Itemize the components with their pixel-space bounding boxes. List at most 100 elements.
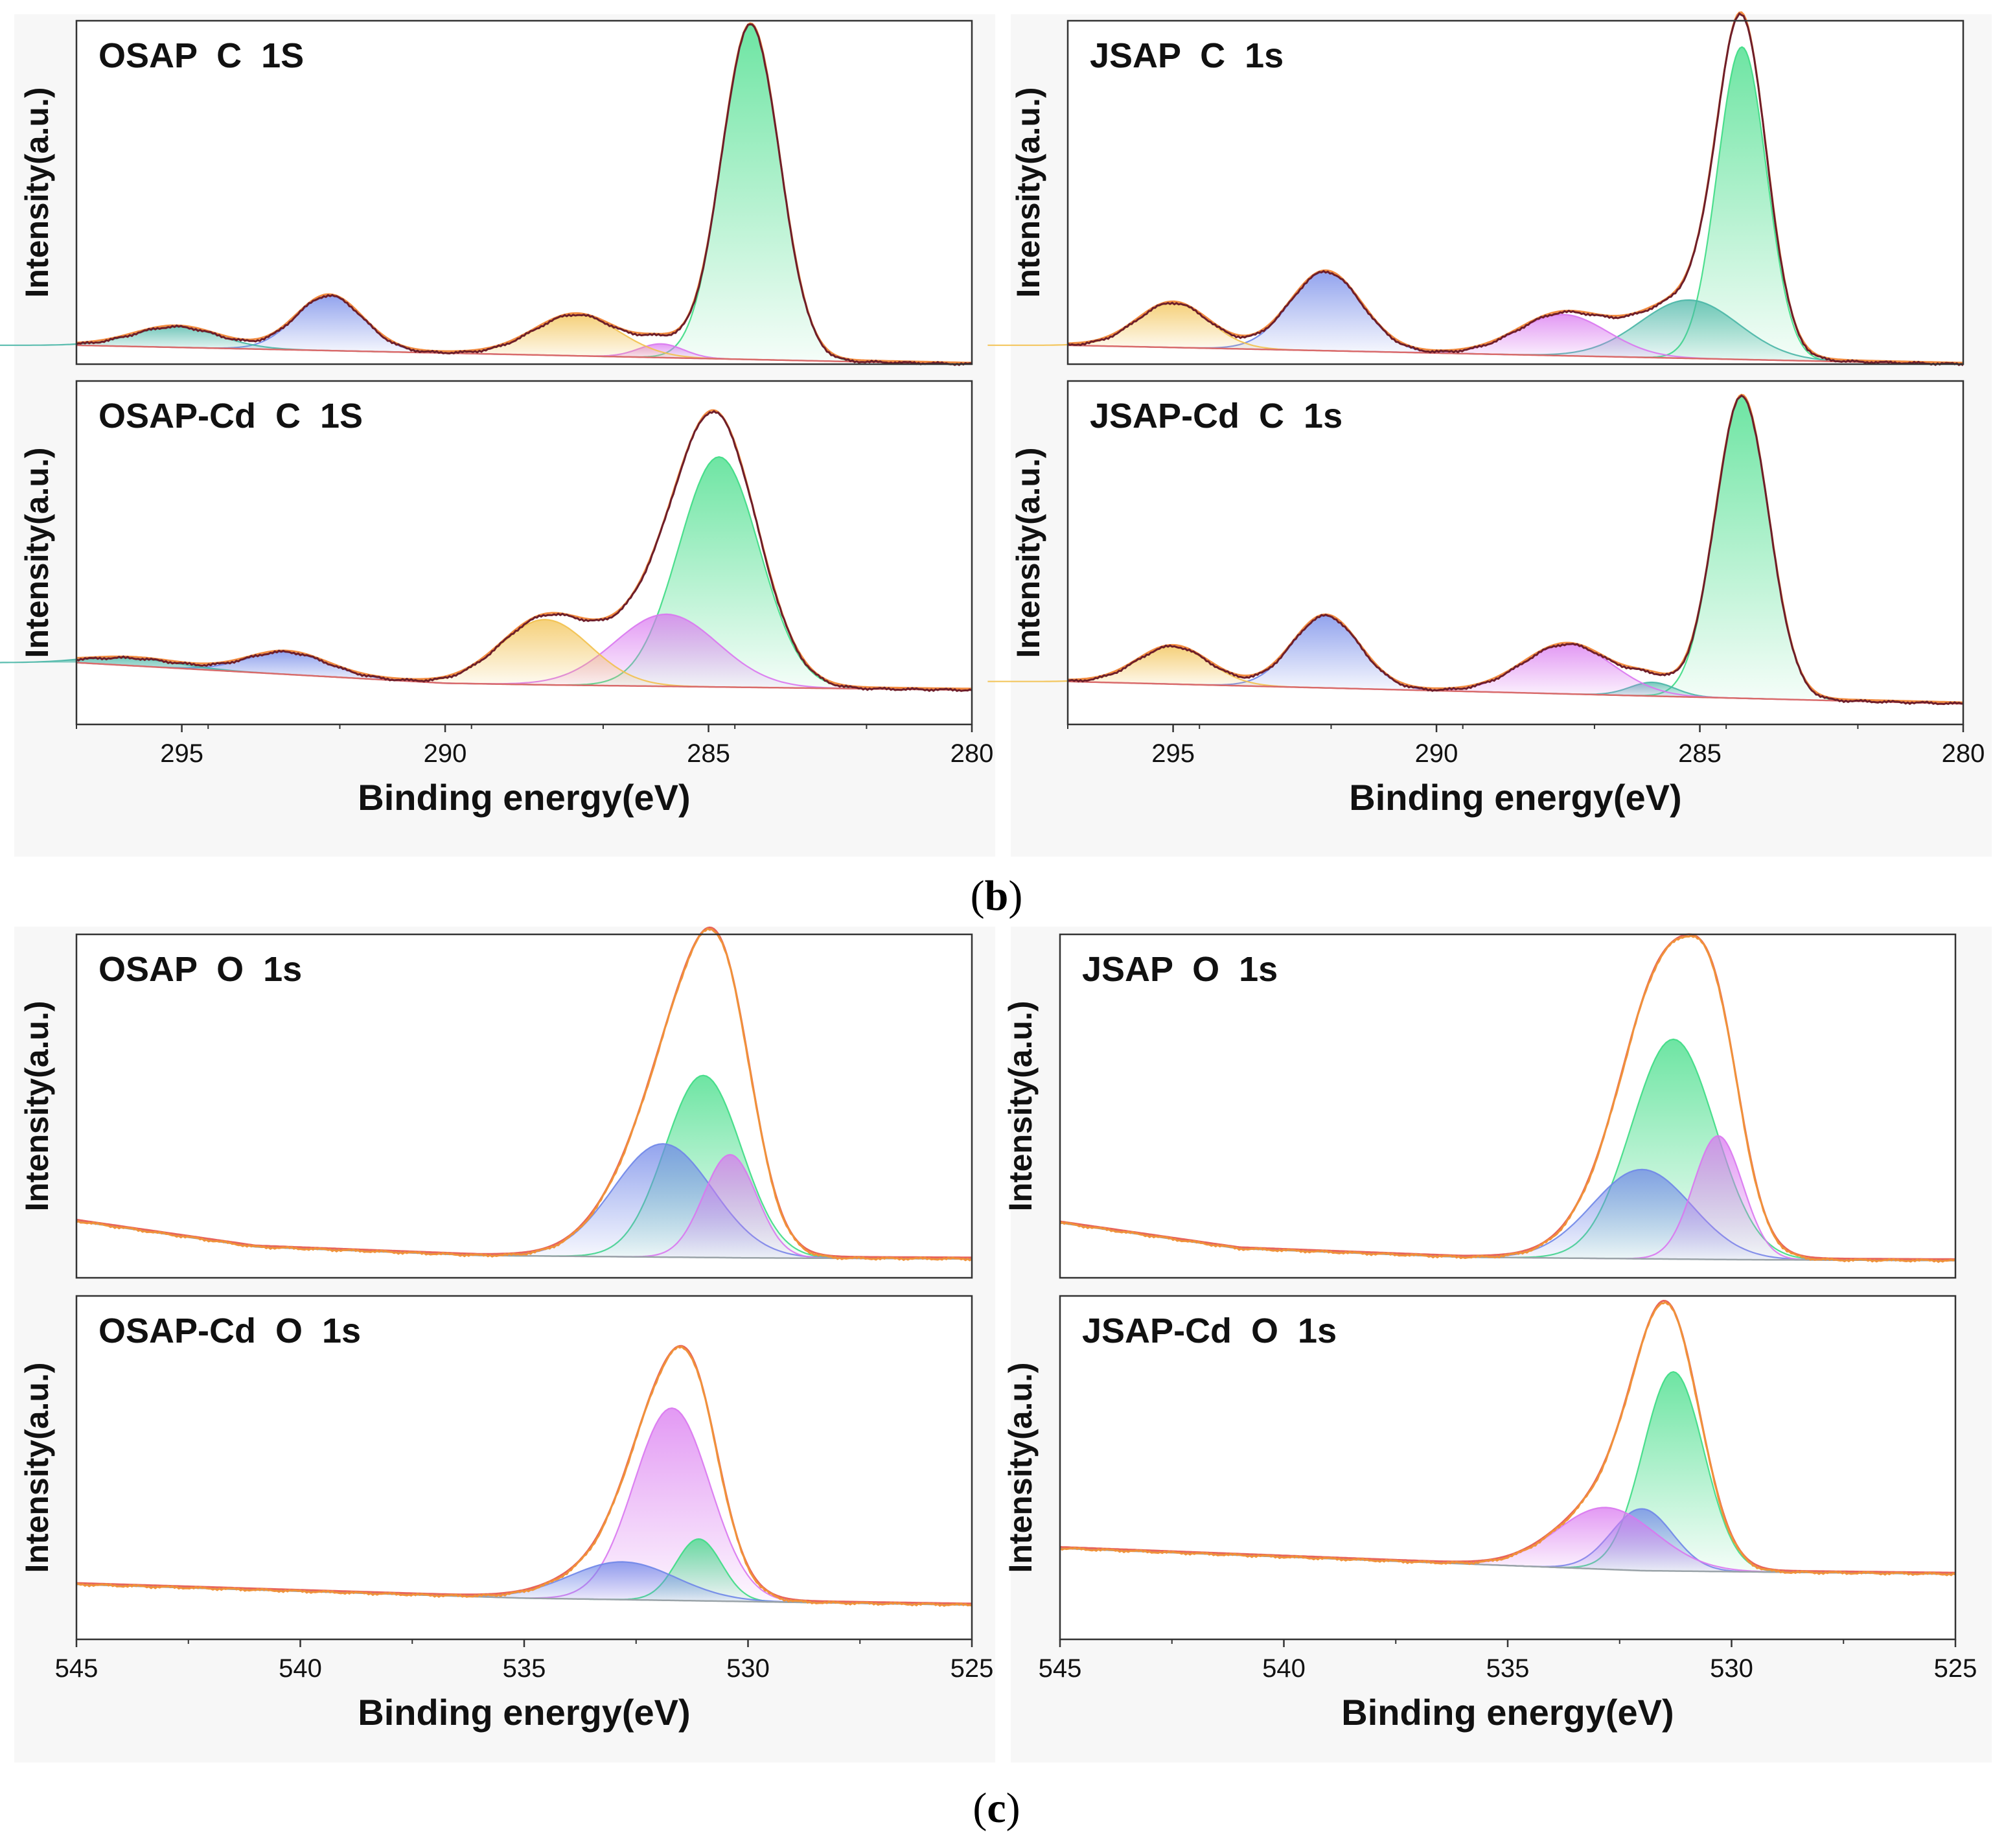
panel-label-b: (b): [971, 872, 1023, 919]
y-axis-label: Intensity(a.u.): [1010, 87, 1046, 297]
x-tick-label: 290: [1415, 739, 1458, 768]
fit-envelope-line: [1059, 933, 1955, 1260]
chart-osap-c1s: OSAP C 1S Intensity(a.u.): [0, 19, 973, 366]
spectrum-line: [76, 927, 973, 1262]
background-line: [1068, 680, 1964, 705]
chart-title: OSAP C 1S: [98, 36, 304, 75]
y-axis-label: Intensity(a.u.): [19, 447, 55, 658]
plot-frame: [1066, 380, 1964, 726]
x-tick-label: 530: [1710, 1654, 1753, 1683]
y-axis-label: Intensity(a.u.): [1002, 1362, 1039, 1573]
chart-jsap-c1s: JSAP C 1s Intensity(a.u.): [987, 11, 1964, 367]
spectrum-line: [1067, 12, 1964, 367]
background-line: [76, 344, 973, 365]
plot-area: [76, 1296, 972, 1639]
x-axis-label: Binding energy(eV): [1349, 777, 1681, 818]
spectrum-line: [76, 410, 973, 692]
plot-area: [76, 934, 972, 1278]
y-axis-label: Intensity(a.u.): [19, 1000, 55, 1211]
x-tick-label: 295: [1151, 739, 1195, 768]
component-peak-fill: [987, 303, 1359, 352]
panel-label-c: (c): [973, 1784, 1020, 1832]
component-peak-fill: [1331, 314, 1795, 361]
component-peak-fill: [1602, 396, 1882, 702]
chart-title: OSAP-Cd O 1s: [98, 1311, 361, 1350]
chart-title: OSAP-Cd C 1S: [98, 397, 363, 435]
x-tick-label: 295: [160, 739, 203, 768]
chart-title: JSAP-Cd O 1s: [1082, 1311, 1337, 1350]
chart-osap-cd-c1s: OSAP-Cd C 1S Intensity(a.u.) 295 290 285 280 B…: [0, 380, 994, 818]
component-peak-fill: [987, 646, 1359, 689]
component-peak-fill: [1350, 1507, 1863, 1573]
spectrum-line: [76, 23, 973, 366]
fit-envelope-line: [1067, 11, 1964, 364]
x-tick-label: 285: [687, 739, 730, 768]
component-peak-fill: [1152, 616, 1500, 693]
plot-frame: [75, 380, 973, 726]
component-peak-fill: [1515, 1372, 1831, 1573]
chart-title: JSAP C 1s: [1090, 36, 1284, 75]
chart-osap-o1s: OSAP O 1s Intensity(a.u.): [19, 926, 973, 1279]
x-tick-label: 290: [424, 739, 467, 768]
plot-frame: [75, 19, 973, 365]
x-tick-label: 280: [1942, 739, 1985, 768]
fit-envelope-line: [76, 1345, 973, 1605]
x-tick-label: 525: [1934, 1654, 1977, 1683]
component-peak-fill: [1434, 300, 1944, 364]
x-tick-label: 545: [55, 1654, 98, 1683]
component-peak-fill: [1590, 1135, 1847, 1260]
chart-title: JSAP-Cd C 1s: [1090, 397, 1342, 435]
component-peak-fill: [506, 1075, 901, 1259]
x-tick-label: 285: [1678, 739, 1722, 768]
background-line: [76, 662, 972, 691]
x-tick-label: 540: [279, 1654, 322, 1683]
y-axis-label: Intensity(a.u.): [1010, 447, 1046, 658]
chart-jsap-cd-o1s: JSAP-Cd O 1s Intensity(a.u.) 545 540 535 530 5…: [1002, 1295, 1977, 1733]
spectrum-line: [76, 1345, 973, 1607]
chart-title: OSAP O 1s: [98, 950, 302, 989]
component-peak-fill: [347, 1562, 899, 1604]
plot-frame: [1059, 933, 1957, 1279]
component-peak-fill: [356, 314, 798, 361]
y-axis-label: Intensity(a.u.): [19, 1362, 55, 1573]
component-peak-fill: [475, 1408, 870, 1604]
background-line: [1068, 344, 1964, 365]
y-axis-label: Intensity(a.u.): [1002, 1000, 1039, 1211]
plot-area: [1068, 21, 1963, 364]
x-tick-label: 535: [503, 1654, 546, 1683]
x-axis-label: Binding energy(eV): [358, 1692, 690, 1733]
component-peak-fill: [1386, 1169, 1898, 1261]
component-peak-fill: [581, 1539, 817, 1603]
chart-jsap-o1s: JSAP O 1s Intensity(a.u.): [1002, 933, 1957, 1279]
y-axis-label: Intensity(a.u.): [19, 87, 55, 297]
component-peak-fill: [400, 614, 933, 690]
component-peak-fill: [1140, 271, 1512, 355]
chart-osap-cd-o1s: OSAP-Cd O 1s Intensity(a.u.) 545 540 535 530 5…: [19, 1295, 994, 1733]
component-peak-fill: [510, 457, 928, 690]
x-tick-label: 545: [1039, 1654, 1082, 1683]
component-peak-fill: [1614, 47, 1870, 362]
spectrum-line: [1059, 1300, 1956, 1577]
component-peak-fill: [592, 1155, 868, 1259]
plot-area: [1060, 934, 1955, 1278]
plot-frame: [75, 933, 973, 1279]
x-tick-label: 280: [950, 739, 994, 768]
background-line: [76, 1220, 973, 1260]
chart-title: JSAP O 1s: [1082, 950, 1278, 989]
x-tick-label: 535: [1486, 1654, 1530, 1683]
x-tick-label: 540: [1262, 1654, 1306, 1683]
spectrum-line: [1068, 394, 1964, 706]
x-tick-label: 525: [950, 1654, 994, 1683]
component-peak-fill: [1457, 1039, 1891, 1260]
plot-area: [1060, 1296, 1955, 1639]
x-tick-label: 530: [726, 1654, 770, 1683]
component-peak-fill: [407, 1144, 919, 1259]
component-peak-fill: [155, 295, 503, 354]
plot-frame: [1066, 19, 1964, 365]
component-peak-fill: [78, 652, 496, 684]
plot-area: [76, 21, 972, 364]
component-peak-fill: [1336, 644, 1800, 700]
x-axis-label: Binding energy(eV): [358, 777, 690, 818]
component-peak-fill: [313, 619, 778, 688]
